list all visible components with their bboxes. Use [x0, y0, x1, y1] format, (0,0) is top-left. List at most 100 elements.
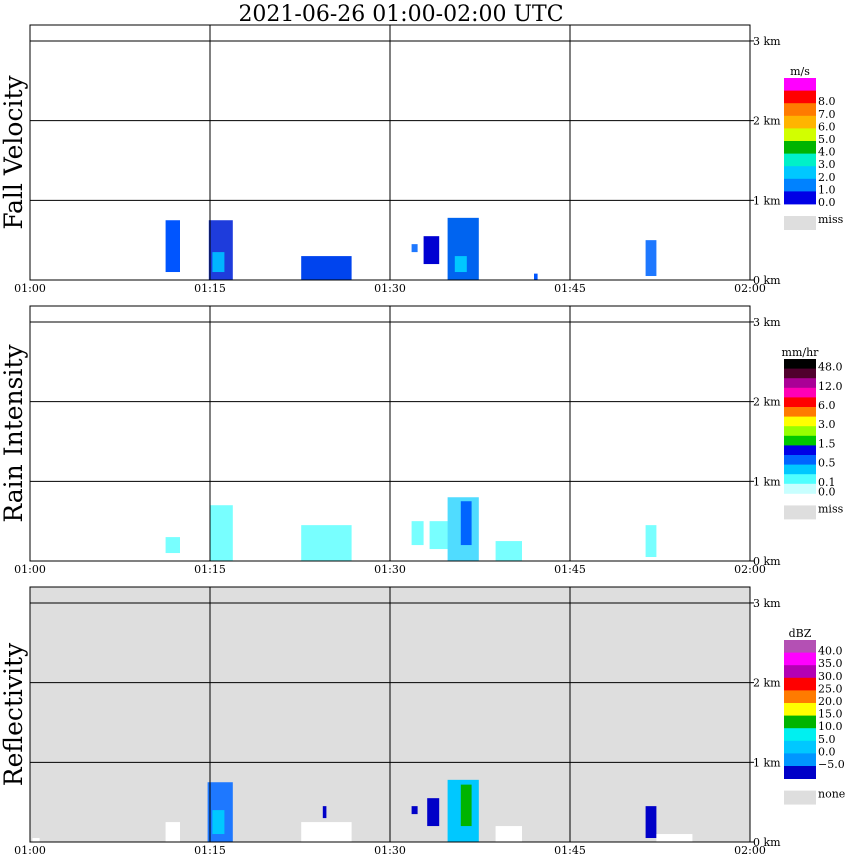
fall-velocity-colorbar-label-4: 5.0: [818, 133, 836, 146]
fall-velocity-ytick-0: 0 km: [753, 274, 781, 287]
reflectivity-colorbar-label-5: 15.0: [818, 708, 843, 721]
reflectivity-colorbar-label-7: 5.0: [818, 733, 836, 746]
reflectivity-colorbar-label-1: 35.0: [818, 657, 843, 670]
reflectivity-colorbar-label-4: 20.0: [818, 695, 843, 708]
fall-velocity-echo-9: [645, 240, 657, 277]
rain-intensity-colorbar-label-0: 48.0: [818, 361, 843, 374]
rain-intensity-xtick-3: 01:45: [554, 563, 586, 576]
rain-intensity-echo-1: [210, 505, 233, 561]
rain-intensity-colorbar-bin-4: [784, 397, 816, 408]
fall-velocity-xtick-2: 01:30: [374, 282, 406, 295]
fall-velocity-title: Fall Velocity: [0, 74, 28, 229]
rain-intensity-title: Rain Intensity: [0, 343, 28, 522]
reflectivity-echo-10: [495, 826, 522, 842]
fall-velocity-echo-5: [423, 236, 440, 265]
reflectivity-ytick-0: 0 km: [753, 836, 781, 849]
rain-intensity-colorbar-bin-1: [784, 368, 816, 379]
reflectivity-xtick-2: 01:30: [374, 844, 406, 857]
fall-velocity-echo-3: [301, 256, 352, 280]
fall-velocity-colorbar-label-9: 0.0: [818, 196, 836, 209]
fall-velocity-colorbar-miss-label: miss: [818, 213, 844, 226]
rain-intensity-echo-6: [460, 501, 472, 546]
fall-velocity-echo-8: [534, 273, 538, 280]
fall-velocity-colorbar-bin-1: [784, 90, 816, 104]
fall-velocity-colorbar-unit: m/s: [790, 65, 810, 78]
rain-intensity-colorbar-bin-0: [784, 359, 816, 369]
reflectivity-colorbar-label-6: 10.0: [818, 720, 843, 733]
reflectivity-echo-0: [32, 838, 40, 842]
rain-intensity-echo-7: [495, 541, 522, 561]
rain-intensity-colorbar-unit: mm/hr: [782, 346, 820, 359]
fall-velocity-colorbar-label-7: 2.0: [818, 171, 836, 184]
fall-velocity-colorbar-miss-swatch: [784, 216, 816, 230]
reflectivity-colorbar-label-9: −5.0: [818, 758, 845, 771]
reflectivity-colorbar-bin-6: [784, 715, 816, 729]
reflectivity-colorbar-label-8: 0.0: [818, 745, 836, 758]
rain-intensity-ytick-0: 0 km: [753, 555, 781, 568]
rain-intensity-ytick-2: 2 km: [753, 396, 781, 409]
reflectivity-ytick-1: 1 km: [753, 756, 781, 769]
reflectivity-colorbar-bin-5: [784, 703, 816, 716]
rain-intensity-colorbar-bin-10: [784, 455, 816, 465]
rain-intensity-echo-8: [645, 525, 657, 558]
rain-intensity-colorbar-label-4: 6.0: [818, 399, 836, 412]
fall-velocity-colorbar-label-5: 4.0: [818, 146, 836, 159]
rain-intensity-colorbar-bin-5: [784, 407, 816, 417]
rain-intensity-colorbar-bin-12: [784, 474, 816, 485]
reflectivity-echo-11: [645, 806, 657, 839]
fall-velocity-colorbar-bin-4: [784, 128, 816, 142]
rain-intensity-colorbar-label-12: 0.1: [818, 476, 836, 489]
rain-intensity-colorbar-miss-label: miss: [818, 502, 844, 515]
rain-intensity-echo-4: [429, 521, 450, 550]
fall-velocity-xtick-4: 02:00: [734, 282, 766, 295]
rain-intensity-echo-3: [411, 521, 424, 546]
rain-intensity-xtick-4: 02:00: [734, 563, 766, 576]
fall-velocity-colorbar-bin-3: [784, 115, 816, 129]
reflectivity-echo-3: [212, 810, 225, 835]
reflectivity-echo-7: [427, 798, 440, 827]
rain-intensity-echo-0: [165, 537, 180, 554]
fall-velocity-echo-4: [411, 244, 418, 253]
fall-velocity-xtick-0: 01:00: [14, 282, 46, 295]
rain-intensity-colorbar-bin-9: [784, 445, 816, 456]
reflectivity-colorbar-label-0: 40.0: [818, 645, 843, 658]
reflectivity-colorbar-bin-0: [784, 640, 816, 653]
reflectivity-xtick-4: 02:00: [734, 844, 766, 857]
fall-velocity-colorbar-label-3: 6.0: [818, 120, 836, 133]
rain-intensity-colorbar-bin-8: [784, 435, 816, 446]
rain-intensity-ytick-1: 1 km: [753, 475, 781, 488]
fall-velocity-colorbar-label-1: 8.0: [818, 95, 836, 108]
reflectivity-colorbar-bin-2: [784, 665, 816, 679]
reflectivity-frame: [29, 586, 751, 843]
rain-intensity-colorbar-bin-7: [784, 426, 816, 437]
reflectivity-echo-4: [301, 822, 352, 842]
reflectivity-xtick-1: 01:15: [194, 844, 226, 857]
fall-velocity-colorbar-bin-0: [784, 78, 816, 91]
reflectivity-colorbar-bin-9: [784, 753, 816, 767]
figure-title: 2021-06-26 01:00-02:00 UTC: [238, 2, 563, 27]
rain-intensity-xtick-0: 01:00: [14, 563, 46, 576]
fall-velocity-colorbar-bin-9: [784, 191, 816, 205]
reflectivity-colorbar-bin-8: [784, 740, 816, 754]
fall-velocity-colorbar-label-6: 3.0: [818, 158, 836, 171]
reflectivity-colorbar-bin-3: [784, 677, 816, 691]
rain-intensity-xtick-1: 01:15: [194, 563, 226, 576]
reflectivity-xtick-0: 01:00: [14, 844, 46, 857]
fall-velocity-frame: [29, 24, 751, 281]
reflectivity-echo-12: [656, 834, 693, 842]
reflectivity-colorbar-unit: dBZ: [789, 627, 812, 640]
reflectivity-colorbar-bin-10: [784, 766, 816, 779]
rain-intensity-xtick-2: 01:30: [374, 563, 406, 576]
reflectivity-colorbar-miss-label: none: [818, 788, 845, 801]
fall-velocity-colorbar-bin-8: [784, 178, 816, 192]
rain-intensity-colorbar-label-13: 0.0: [818, 485, 836, 498]
rain-intensity-colorbar-bin-3: [784, 387, 816, 398]
reflectivity-title: Reflectivity: [0, 642, 28, 786]
reflectivity-echo-6: [411, 806, 418, 815]
rain-intensity-frame: [29, 305, 751, 562]
reflectivity-colorbar-miss-swatch: [784, 790, 816, 805]
rain-intensity-colorbar-bin-2: [784, 378, 816, 389]
reflectivity-panel: 01:00 01:15 01:30 01:45 02:000 km 1 km 2 km 3 k…: [0, 586, 845, 857]
fall-velocity-echo-7: [454, 256, 467, 273]
